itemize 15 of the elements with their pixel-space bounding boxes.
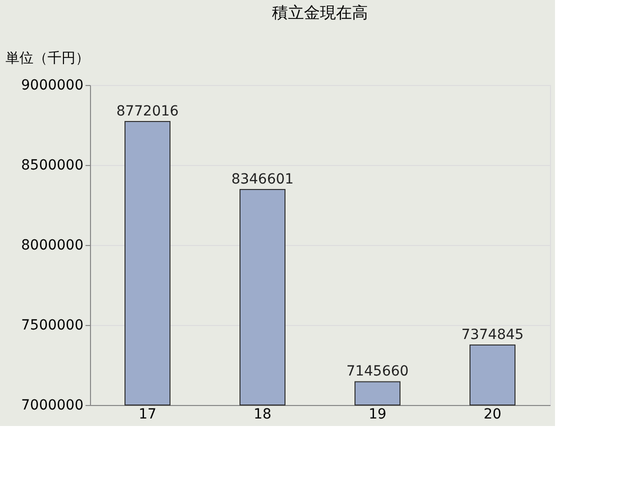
chart-title: 積立金現在高 xyxy=(272,3,368,22)
x-tick-label: 20 xyxy=(484,406,502,422)
y-tick-label: 8500000 xyxy=(21,158,84,174)
data-label: 8346601 xyxy=(231,172,294,188)
data-label: 8772016 xyxy=(116,103,179,120)
y-axis-title: 単位（千円） xyxy=(6,50,90,66)
x-tick-label: 19 xyxy=(368,406,386,422)
y-tick-label: 8000000 xyxy=(21,238,84,254)
x-tick-label: 18 xyxy=(254,406,272,422)
data-label: 7145660 xyxy=(346,364,409,380)
y-tick-label: 7000000 xyxy=(21,398,84,414)
data-label: 7374845 xyxy=(461,327,524,344)
y-tick-label: 9000000 xyxy=(21,78,84,94)
y-tick-label: 7500000 xyxy=(21,318,84,334)
x-tick-label: 17 xyxy=(138,406,156,422)
